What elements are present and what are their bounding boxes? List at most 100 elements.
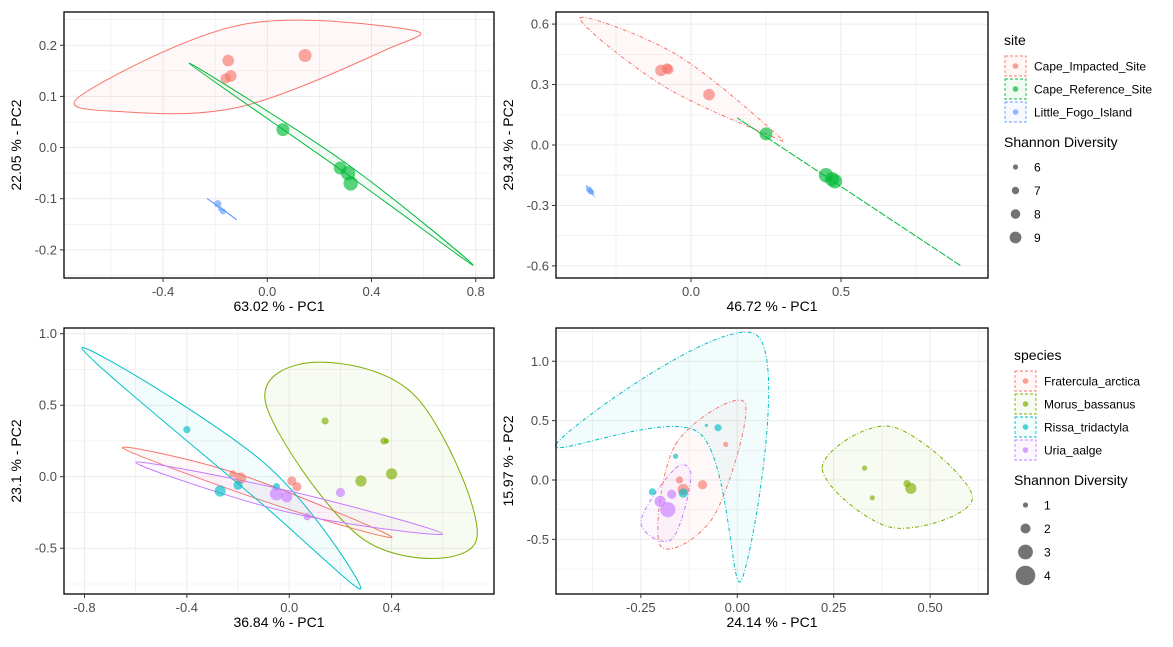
- y-tick-label: 1.0: [531, 354, 549, 369]
- plot-background: [64, 12, 494, 278]
- data-point: [386, 468, 398, 480]
- x-tick-label: 0.0: [258, 284, 276, 299]
- y-tick-label: -0.2: [35, 242, 57, 257]
- y-tick-label: 0.2: [39, 38, 57, 53]
- data-point: [214, 200, 222, 208]
- x-tick-label: 0.8: [467, 284, 485, 299]
- y-tick-label: 0.0: [39, 140, 57, 155]
- data-point: [675, 476, 684, 484]
- x-tick-label: -0.25: [626, 600, 656, 615]
- data-point: [298, 48, 312, 62]
- y-tick-label: -0.5: [527, 532, 549, 547]
- y-tick-label: -0.3: [527, 198, 549, 213]
- x-tick-label: 0.00: [725, 600, 750, 615]
- y-axis-title: 29.34 % - PC2: [500, 99, 516, 190]
- data-point: [704, 423, 709, 427]
- size-legend-label: 7: [1034, 184, 1041, 198]
- data-point: [214, 485, 226, 497]
- size-legend-point: [1020, 523, 1031, 534]
- legend-key-point: [1022, 401, 1029, 407]
- legend-title: species: [1014, 347, 1061, 363]
- y-tick-label: 0.0: [39, 469, 57, 484]
- data-point: [343, 176, 358, 191]
- x-tick-label: -0.4: [152, 284, 174, 299]
- x-tick-label: 0.0: [280, 600, 298, 615]
- legend-key-point: [1022, 447, 1029, 453]
- data-point: [667, 489, 677, 499]
- size-legend-point: [1011, 186, 1020, 195]
- data-point: [648, 488, 657, 496]
- data-point: [335, 487, 346, 498]
- y-tick-label: 0.6: [531, 17, 549, 32]
- data-point: [218, 206, 223, 212]
- legend-site: site Cape_Impacted_Site Cape_Reference_Sit…: [1004, 32, 1152, 245]
- data-point: [281, 491, 293, 503]
- data-point: [321, 417, 329, 425]
- data-point: [697, 480, 708, 490]
- legend-title: site: [1004, 32, 1026, 48]
- size-legend-point: [1010, 209, 1021, 219]
- legend-label: Cape_Impacted_Site: [1034, 60, 1146, 74]
- confidence-ellipse: [73, 19, 422, 115]
- plot-background: [556, 328, 988, 594]
- data-point: [759, 127, 773, 141]
- pca-panel-site-a: -0.4 0.0 0.4 0.8 -0.2 -0.1 0.0 0.1 0.2 63.02 % - …: [8, 11, 495, 314]
- data-point: [229, 470, 237, 478]
- x-tick-label: 0.0: [682, 284, 700, 299]
- plot-border: [555, 327, 989, 595]
- y-axis-title: 23.1 % - PC2: [8, 419, 24, 502]
- confidence-ellipse: [579, 16, 785, 142]
- pca-panel-site-b: 0.0 0.5 -0.6 -0.3 0.0 0.3 0.6 46.72 % - PC1 29.3…: [500, 11, 989, 314]
- y-axis-title: 22.05 % - PC2: [8, 99, 24, 190]
- data-point: [660, 502, 676, 518]
- grid-lines: [64, 12, 494, 278]
- y-tick-label: 0.0: [531, 138, 549, 153]
- legend-label: Fratercula_arctica: [1044, 375, 1140, 389]
- x-tick-label: 0.4: [383, 600, 401, 615]
- legend-label: Little_Fogo_Island: [1034, 106, 1132, 120]
- data-point: [663, 64, 674, 75]
- legend-species: species Fratercula_arctica Morus_bassanus R…: [1014, 347, 1140, 586]
- plot-border: [63, 11, 495, 279]
- size-legend-point: [1015, 565, 1036, 586]
- data-point: [233, 480, 243, 490]
- legend-key-point: [1022, 424, 1029, 430]
- data-point: [723, 441, 729, 447]
- size-legend-label: 3: [1044, 546, 1051, 560]
- data-point: [303, 513, 311, 521]
- data-point: [355, 475, 367, 487]
- size-legend-title: Shannon Diversity: [1014, 472, 1128, 488]
- data-point: [678, 488, 688, 498]
- x-axis-title: 46.72 % - PC1: [726, 298, 817, 314]
- data-point: [703, 88, 715, 101]
- x-tick-label: 0.4: [362, 284, 380, 299]
- size-legend-point: [1018, 544, 1033, 560]
- confidence-ellipse: [555, 331, 770, 583]
- size-legend-label: 4: [1044, 569, 1051, 583]
- data-point: [869, 495, 875, 501]
- data-point: [292, 482, 302, 492]
- x-tick-label: -0.8: [73, 600, 95, 615]
- confidence-ellipse: [821, 425, 974, 529]
- size-legend-label: 2: [1044, 522, 1051, 536]
- data-point: [276, 123, 290, 137]
- size-legend-label: 9: [1034, 231, 1041, 245]
- confidence-ellipse: [81, 347, 362, 590]
- legend-label: Uria_aalge: [1044, 444, 1102, 458]
- legend-key-point: [1012, 109, 1019, 115]
- confidence-ellipse: [122, 446, 393, 539]
- legend-label: Morus_bassanus: [1044, 398, 1135, 412]
- y-tick-label: 0.5: [39, 398, 57, 413]
- x-tick-label: -0.4: [176, 600, 198, 615]
- data-point: [222, 54, 234, 67]
- pca-panel-species-a: -0.8 -0.4 0.0 0.4 -0.5 0.0 0.5 1.0 36.84 % - PC1…: [8, 326, 495, 630]
- data-point: [589, 190, 595, 195]
- size-legend-point: [1022, 502, 1029, 508]
- x-tick-label: 0.50: [917, 600, 942, 615]
- pca-panel-species-b: -0.25 0.00 0.25 0.50 -0.5 0.0 0.5 1.0 24.14 % - …: [500, 327, 989, 630]
- legend-label: Cape_Reference_Site: [1034, 83, 1152, 97]
- y-tick-label: 0.3: [531, 77, 549, 92]
- size-legend-label: 6: [1034, 161, 1041, 175]
- x-axis-title: 24.14 % - PC1: [726, 614, 817, 630]
